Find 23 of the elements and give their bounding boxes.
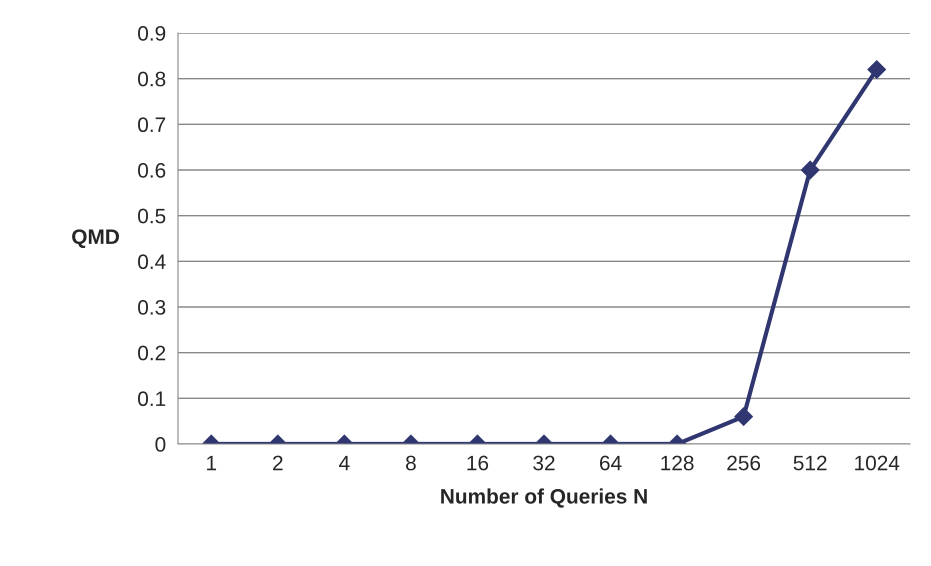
x-tick-label: 32 [533, 456, 555, 470]
y-tick-label: 0.6 [138, 163, 166, 178]
x-tick-label: 1 [207, 456, 216, 470]
y-tick-label: 0.8 [138, 72, 166, 86]
y-tick-label: 0.5 [138, 208, 166, 224]
x-tick-label: 1024 [855, 456, 900, 470]
y-tick-label: 0 [155, 437, 166, 452]
y-axis-title: QMD [72, 229, 119, 248]
x-tick-label: 8 [406, 456, 416, 470]
x-tick-label: 128 [661, 456, 694, 470]
y-tick-label: 0.4 [138, 254, 166, 270]
x-tick-label: 256 [727, 456, 760, 470]
y-tick-label: 0.1 [138, 391, 166, 406]
x-tick-label: 512 [794, 456, 827, 470]
x-axis-title: Number of Queries N [441, 488, 647, 508]
x-tick-label: 2 [273, 456, 283, 470]
x-tick-label: 64 [600, 456, 622, 470]
x-tick-label: 16 [467, 456, 488, 470]
y-tick-label: 0.7 [138, 117, 166, 132]
y-tick-label: 0.2 [138, 346, 166, 360]
y-tick-label: 0.9 [138, 26, 166, 41]
y-tick-label: 0.3 [138, 300, 166, 315]
x-tick-label: 4 [339, 456, 350, 470]
